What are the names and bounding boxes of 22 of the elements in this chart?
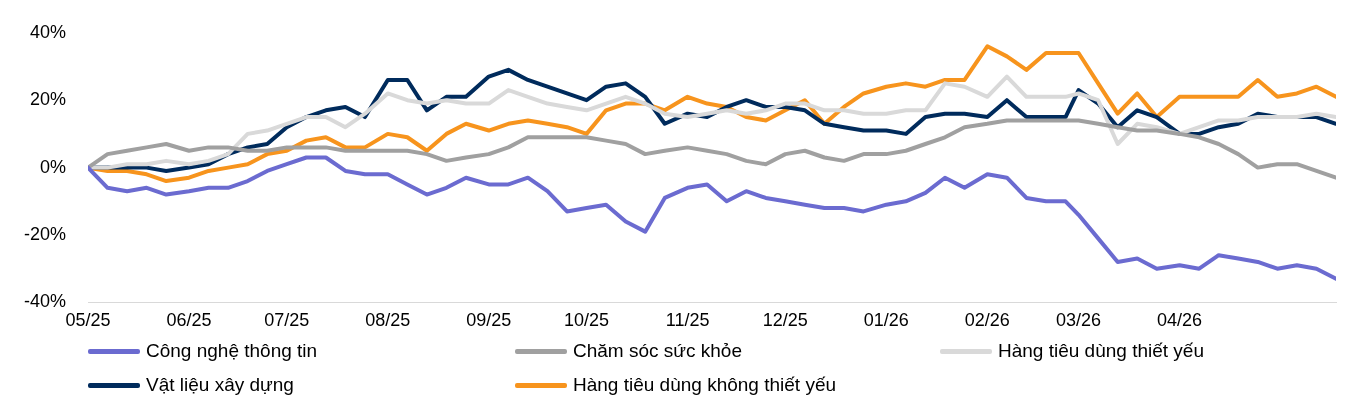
y-tick-label: -40% (23, 291, 66, 312)
legend-label: Vật liệu xây dựng (146, 374, 294, 396)
x-tick-label: 11/25 (665, 310, 710, 331)
legend-label: Hàng tiêu dùng thiết yếu (998, 340, 1204, 362)
legend-label: Hàng tiêu dùng không thiết yếu (573, 374, 837, 396)
x-tick-label: 04/26 (1157, 310, 1203, 331)
x-tick-label: 02/26 (964, 310, 1010, 331)
x-tick-label: 08/25 (365, 310, 411, 331)
x-tick-label: 03/26 (1056, 310, 1102, 331)
x-tick-label: 12/25 (762, 310, 808, 331)
y-tick-label: 20% (29, 89, 66, 110)
legend-label: Công nghệ thông tin (146, 340, 318, 362)
x-tick-label: 06/25 (166, 310, 212, 331)
y-tick-label: 0% (39, 156, 66, 177)
x-tick-label: 01/26 (863, 310, 909, 331)
y-tick-label: 40% (29, 21, 66, 42)
legend-label: Chăm sóc sức khỏe (573, 340, 743, 362)
x-tick-label: 10/25 (564, 310, 610, 331)
x-tick-label: 09/25 (466, 310, 512, 331)
x-tick-label: 07/25 (264, 310, 310, 331)
y-tick-label: -20% (23, 223, 66, 244)
x-tick-label: 05/25 (65, 310, 111, 331)
